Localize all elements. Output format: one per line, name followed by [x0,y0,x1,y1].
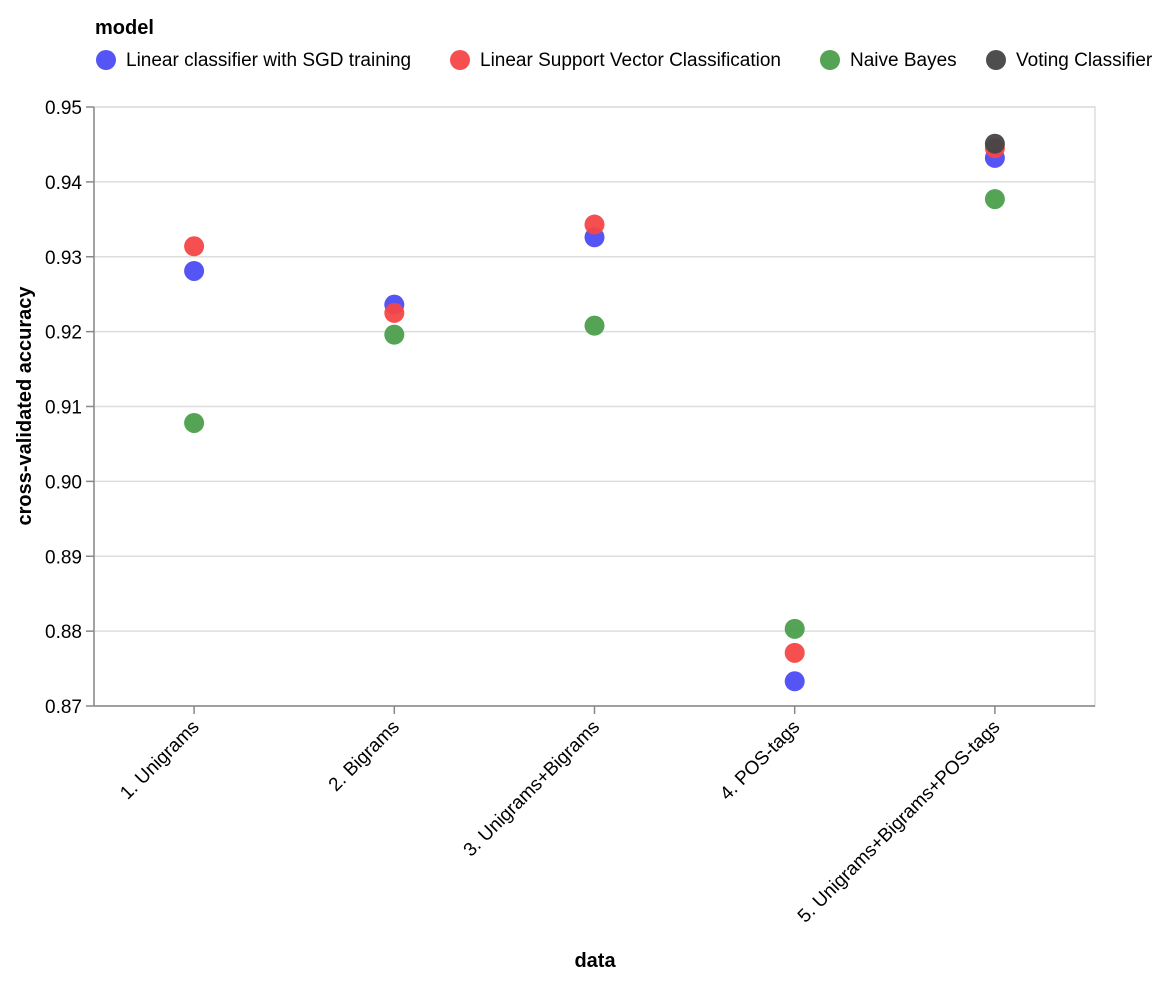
y-axis: 0.87 0.88 0.89 0.90 0.91 0.92 0.93 0.94 0.95 [45,98,95,718]
data-point [184,236,205,257]
y-tick-label: 0.91 [45,398,82,419]
legend-label: Linear Support Vector Classification [480,50,781,71]
data-point [784,671,805,692]
data-point [184,260,205,281]
x-axis-title: data [574,950,616,972]
x-axis: 1. Unigrams 2. Bigrams 3. Unigrams+Bigrams… [94,705,1095,927]
data-point [584,315,605,336]
x-tick-label: 2. Bigrams [325,717,404,796]
data-points [184,133,1005,692]
legend-symbol [986,50,1006,70]
legend-label: Naive Bayes [850,50,957,71]
legend-symbol [96,50,116,70]
legend-items: Linear classifier with SGD training Linea… [96,50,1153,71]
data-point [384,324,405,345]
y-axis-title: cross-validated accuracy [14,286,36,526]
y-tick-label: 0.93 [45,248,82,269]
data-point [784,642,805,663]
y-tick-label: 0.90 [45,472,82,493]
x-tick-label: 3. Unigrams+Bigrams [460,717,604,861]
legend-label: Voting Classifier [1016,50,1153,71]
legend-label: Linear classifier with SGD training [126,50,411,71]
data-point [984,133,1005,154]
y-tick-label: 0.94 [45,173,82,194]
y-tick-label: 0.88 [45,622,82,643]
y-tick-label: 0.89 [45,547,82,568]
legend-symbol [820,50,840,70]
legend: model Linear classifier with SGD trainin… [95,17,1153,71]
data-point [584,214,605,235]
legend-title: model [95,17,154,39]
y-tick-label: 0.87 [45,697,82,718]
x-tick-label: 4. POS-tags [716,717,804,805]
x-tick-label: 5. Unigrams+Bigrams+POS-tags [794,717,1004,927]
x-tick-label: 1. Unigrams [116,717,203,804]
legend-item: Naive Bayes [820,50,957,71]
legend-item: Voting Classifier [986,50,1153,71]
data-point [984,189,1005,210]
legend-item: Linear Support Vector Classification [450,50,781,71]
data-point [784,618,805,639]
grid [94,106,1095,707]
legend-symbol [450,50,470,70]
legend-item: Linear classifier with SGD training [96,50,411,71]
data-point [184,412,205,433]
y-tick-label: 0.95 [45,98,82,119]
data-point [384,302,405,323]
y-tick-label: 0.92 [45,323,82,344]
